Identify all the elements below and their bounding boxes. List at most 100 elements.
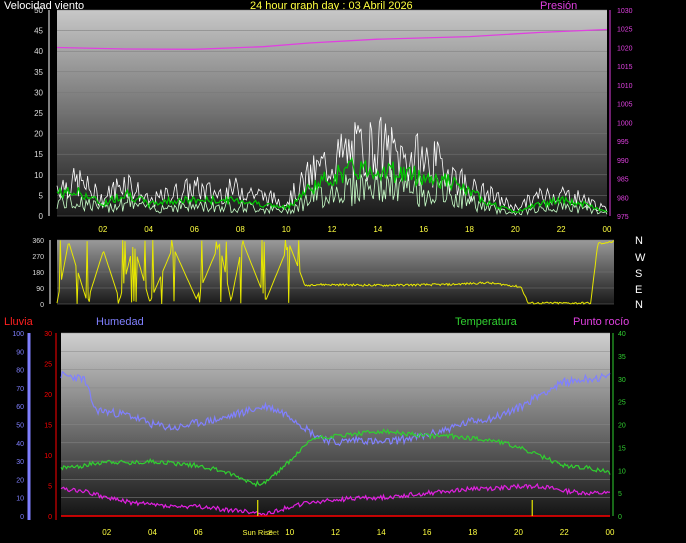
humidity-y-tick-label: 60 [16,404,24,411]
temp-y-tick-label: 40 [618,331,626,338]
humidity-y-tick-label: 10 [16,496,24,503]
sunrise-label: Sun Rise [243,528,273,537]
pressure-y-tick-label: 1025 [617,27,633,34]
wind-x-tick-label: 06 [190,225,199,234]
compass-s: S [635,268,643,280]
humedad-series-line [60,370,611,447]
temp-y-tick-label: 25 [618,400,626,407]
rain-y-tick-label: 15 [44,423,52,430]
temp-y-tick-label: 15 [618,445,626,452]
wind-y-tick-label: 15 [34,150,43,159]
rain-y-tick-label: 0 [48,514,52,521]
wind-y-tick-label: 0 [39,212,44,221]
wind-x-tick-label: 20 [511,225,520,234]
wind-y-tick-label: 30 [34,88,43,97]
wind-y-tick-label: 45 [34,27,43,36]
temp-y-tick-label: 10 [618,468,626,475]
wind-x-tick-label: 18 [465,225,474,234]
wind-x-tick-label: 12 [328,225,337,234]
temp-y-tick-label: 30 [618,377,626,384]
humedad-legend: Humedad [96,316,144,328]
humidity-y-tick-label: 80 [16,368,24,375]
wind-x-tick-label: 16 [419,225,428,234]
wind-x-tick-label: 04 [144,225,153,234]
temperatura-series-line [60,428,611,488]
wind-x-tick-label: 14 [373,225,382,234]
wind-y-tick-label: 50 [34,6,43,15]
wind-y-tick-label: 25 [34,109,43,118]
punto-roc-o-series-line [60,482,611,517]
wind-y-tick-label: 10 [34,171,43,180]
wind-x-tick-label: 00 [603,225,612,234]
rain-y-tick-label: 30 [44,331,52,338]
pressure-y-tick-label: 1005 [617,102,633,109]
temp-y-tick-label: 35 [618,354,626,361]
climate-x-tick-label: 16 [423,528,432,537]
climate-x-tick-label: 02 [102,528,111,537]
wind-y-tick-label: 5 [39,191,44,200]
pressure-y-tick-label: 1015 [617,64,633,71]
humidity-y-tick-label: 50 [16,423,24,430]
pressure-y-tick-label: 985 [617,177,629,184]
compass-n-top: N [635,235,643,247]
humidity-y-tick-label: 20 [16,477,24,484]
wind-y-tick-label: 35 [34,68,43,77]
climate-x-tick-label: 20 [514,528,523,537]
rain-y-tick-label: 25 [44,362,52,369]
direction-y-tick-label: 180 [32,270,44,277]
climate-x-tick-label: 06 [194,528,203,537]
climate-x-tick-label: 10 [285,528,294,537]
wind-direction-line [56,239,615,305]
pressure-y-tick-label: 1020 [617,45,633,52]
pressure-y-tick-label: 1010 [617,83,633,90]
rain-y-tick-label: 5 [48,484,52,491]
pressure-y-tick-label: 975 [617,214,629,221]
punto-rocio-legend: Punto rocío [573,316,630,328]
pressure-y-tick-label: 990 [617,158,629,165]
pressure-line [56,28,608,50]
humidity-y-tick-label: 0 [20,514,24,521]
pressure-y-tick-label: 995 [617,139,629,146]
pressure-y-tick-label: 980 [617,195,629,202]
temp-y-tick-label: 0 [618,514,622,521]
climate-x-tick-label: 18 [468,528,477,537]
climate-x-tick-label: 14 [377,528,386,537]
wind-gust-line [56,116,608,213]
climate-x-tick-label: 12 [331,528,340,537]
wind-average-line [56,156,608,214]
direction-y-tick-label: 0 [40,302,44,309]
compass-w: W [635,252,646,264]
temp-y-tick-label: 20 [618,423,626,430]
humidity-y-tick-label: 100 [12,331,24,338]
climate-x-tick-label: 22 [560,528,569,537]
sunset-label: Set [268,528,280,537]
wind-speed-title: Velocidad viento [4,0,85,12]
wind-x-tick-label: 22 [557,225,566,234]
wind-x-tick-label: 10 [282,225,291,234]
direction-y-tick-label: 270 [32,254,44,261]
rain-y-tick-label: 20 [44,392,52,399]
pressure-y-tick-label: 1030 [617,8,633,15]
wind-x-tick-label: 02 [98,225,107,234]
wind-y-tick-label: 40 [34,47,43,56]
pressure-y-tick-label: 1000 [617,120,633,127]
pressure-title: Presión [540,0,578,12]
temp-y-tick-label: 5 [618,491,622,498]
wind-x-tick-label: 08 [236,225,245,234]
direction-y-tick-label: 360 [32,238,44,245]
graph-date-title: 24 hour graph day : 03 Abril 2026 [250,0,413,12]
temperatura-legend: Temperatura [455,316,517,328]
climate-x-tick-label: 04 [148,528,157,537]
lluvia-legend: Lluvia [4,316,33,328]
rain-y-tick-label: 10 [44,453,52,460]
compass-n-bottom: N [635,299,643,311]
direction-y-tick-label: 90 [36,286,44,293]
compass-e: E [635,284,643,296]
humidity-y-tick-label: 30 [16,459,24,466]
humidity-y-tick-label: 70 [16,386,24,393]
humidity-y-tick-label: 40 [16,441,24,448]
climate-x-tick-label: 00 [606,528,615,537]
humidity-y-tick-label: 90 [16,349,24,356]
